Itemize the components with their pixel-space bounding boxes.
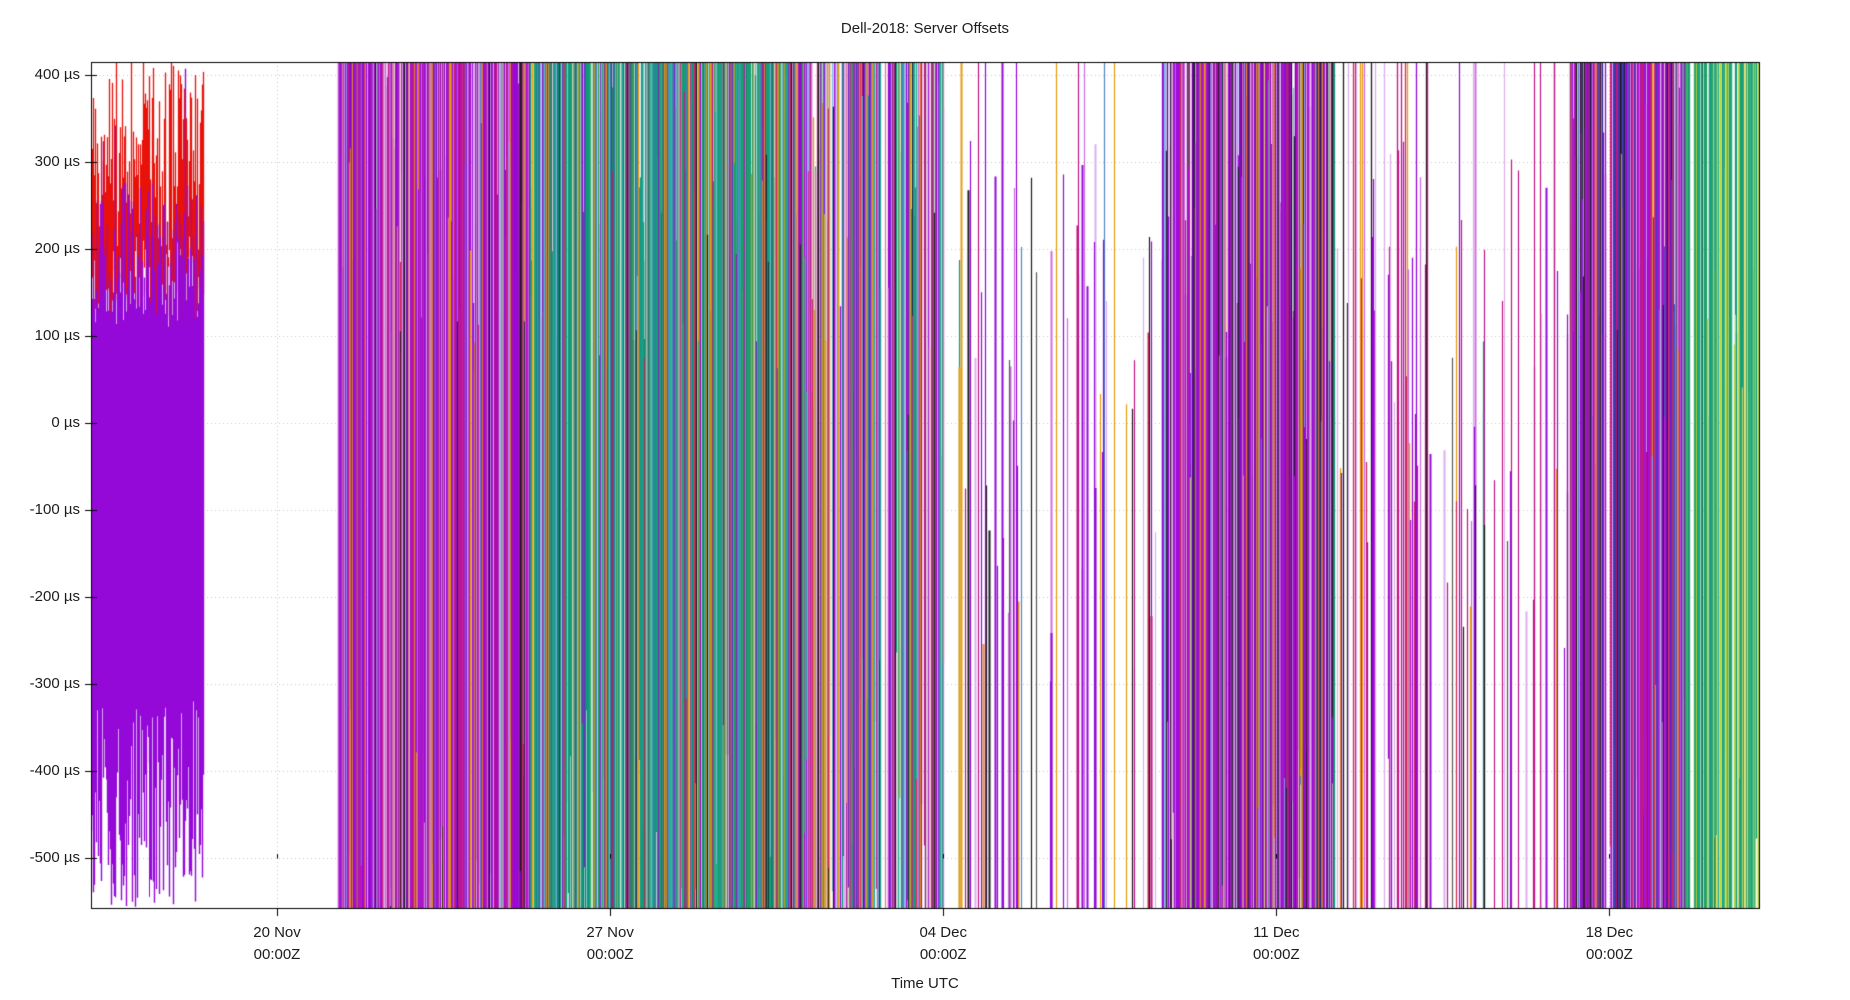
y-tick-label: -200 µs: [29, 588, 80, 605]
x-tick-label: 11 Dec 00:00Z: [1252, 924, 1300, 963]
x-tick-label: 27 Nov 00:00Z: [586, 924, 634, 963]
x-tick-label: 18 Dec 00:00Z: [1585, 924, 1634, 963]
y-tick-label: -500 µs: [29, 849, 80, 866]
y-tick-label: 200 µs: [34, 240, 80, 257]
chart-title: Dell-2018: Server Offsets: [840, 20, 1010, 37]
x-tick-label: 20 Nov 00:00Z: [253, 924, 301, 963]
y-tick-label: 100 µs: [34, 327, 80, 344]
y-tick-label: 400 µs: [34, 66, 80, 83]
x-tick-label: 04 Dec 00:00Z: [919, 924, 967, 963]
x-axis-title: Time UTC: [891, 975, 959, 992]
y-tick-label: -100 µs: [29, 501, 80, 518]
y-tick-label: 300 µs: [34, 153, 80, 170]
y-tick-label: -300 µs: [29, 675, 80, 692]
y-tick-label: 0 µs: [51, 414, 80, 431]
y-tick-label: -400 µs: [29, 762, 80, 779]
